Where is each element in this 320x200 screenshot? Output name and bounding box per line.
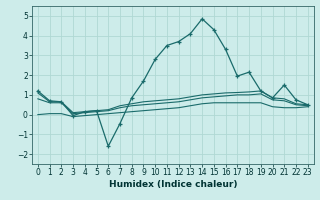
X-axis label: Humidex (Indice chaleur): Humidex (Indice chaleur): [108, 180, 237, 189]
